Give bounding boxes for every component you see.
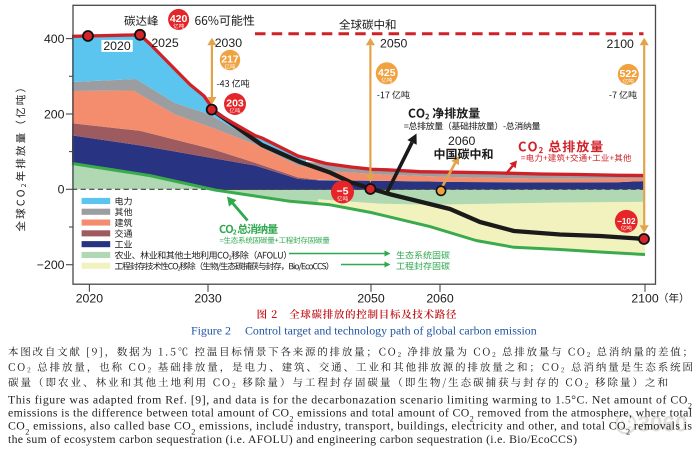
- svg-text:2100: 2100: [607, 37, 635, 51]
- svg-text:0: 0: [58, 183, 65, 197]
- svg-text:2050: 2050: [357, 292, 385, 306]
- svg-text:2030: 2030: [215, 36, 243, 50]
- svg-text:203: 203: [226, 98, 244, 110]
- svg-text:2060: 2060: [448, 134, 476, 148]
- svg-text:400: 400: [44, 32, 65, 46]
- svg-text:−200: −200: [37, 258, 65, 272]
- svg-text:420: 420: [170, 13, 188, 25]
- svg-text:This figure was adapted from R: This figure was adapted from Ref. [9], a…: [8, 392, 692, 410]
- svg-text:2025: 2025: [151, 36, 179, 50]
- svg-text:emissions is the difference be: emissions is the difference between tota…: [8, 406, 693, 424]
- svg-text:2030: 2030: [194, 292, 222, 306]
- svg-text:−5: −5: [337, 186, 349, 198]
- svg-text:425: 425: [378, 67, 396, 79]
- svg-text:2060: 2060: [426, 292, 454, 306]
- svg-text:200: 200: [44, 107, 65, 121]
- svg-text:CO2 emissions, also called bas: CO2 emissions, also called base CO2 emis…: [8, 419, 692, 437]
- svg-text:2020: 2020: [103, 39, 131, 53]
- svg-text:−102: −102: [617, 217, 636, 226]
- svg-text:3060: 3060: [638, 412, 688, 437]
- svg-text:the sum of ecosystem carbon se: the sum of ecosystem carbon sequestratio…: [8, 432, 577, 446]
- svg-text:217: 217: [221, 54, 239, 66]
- svg-text:522: 522: [620, 68, 638, 80]
- svg-text:2020: 2020: [76, 292, 104, 306]
- svg-text:2100: 2100: [631, 292, 659, 306]
- svg-text:2050: 2050: [380, 37, 408, 51]
